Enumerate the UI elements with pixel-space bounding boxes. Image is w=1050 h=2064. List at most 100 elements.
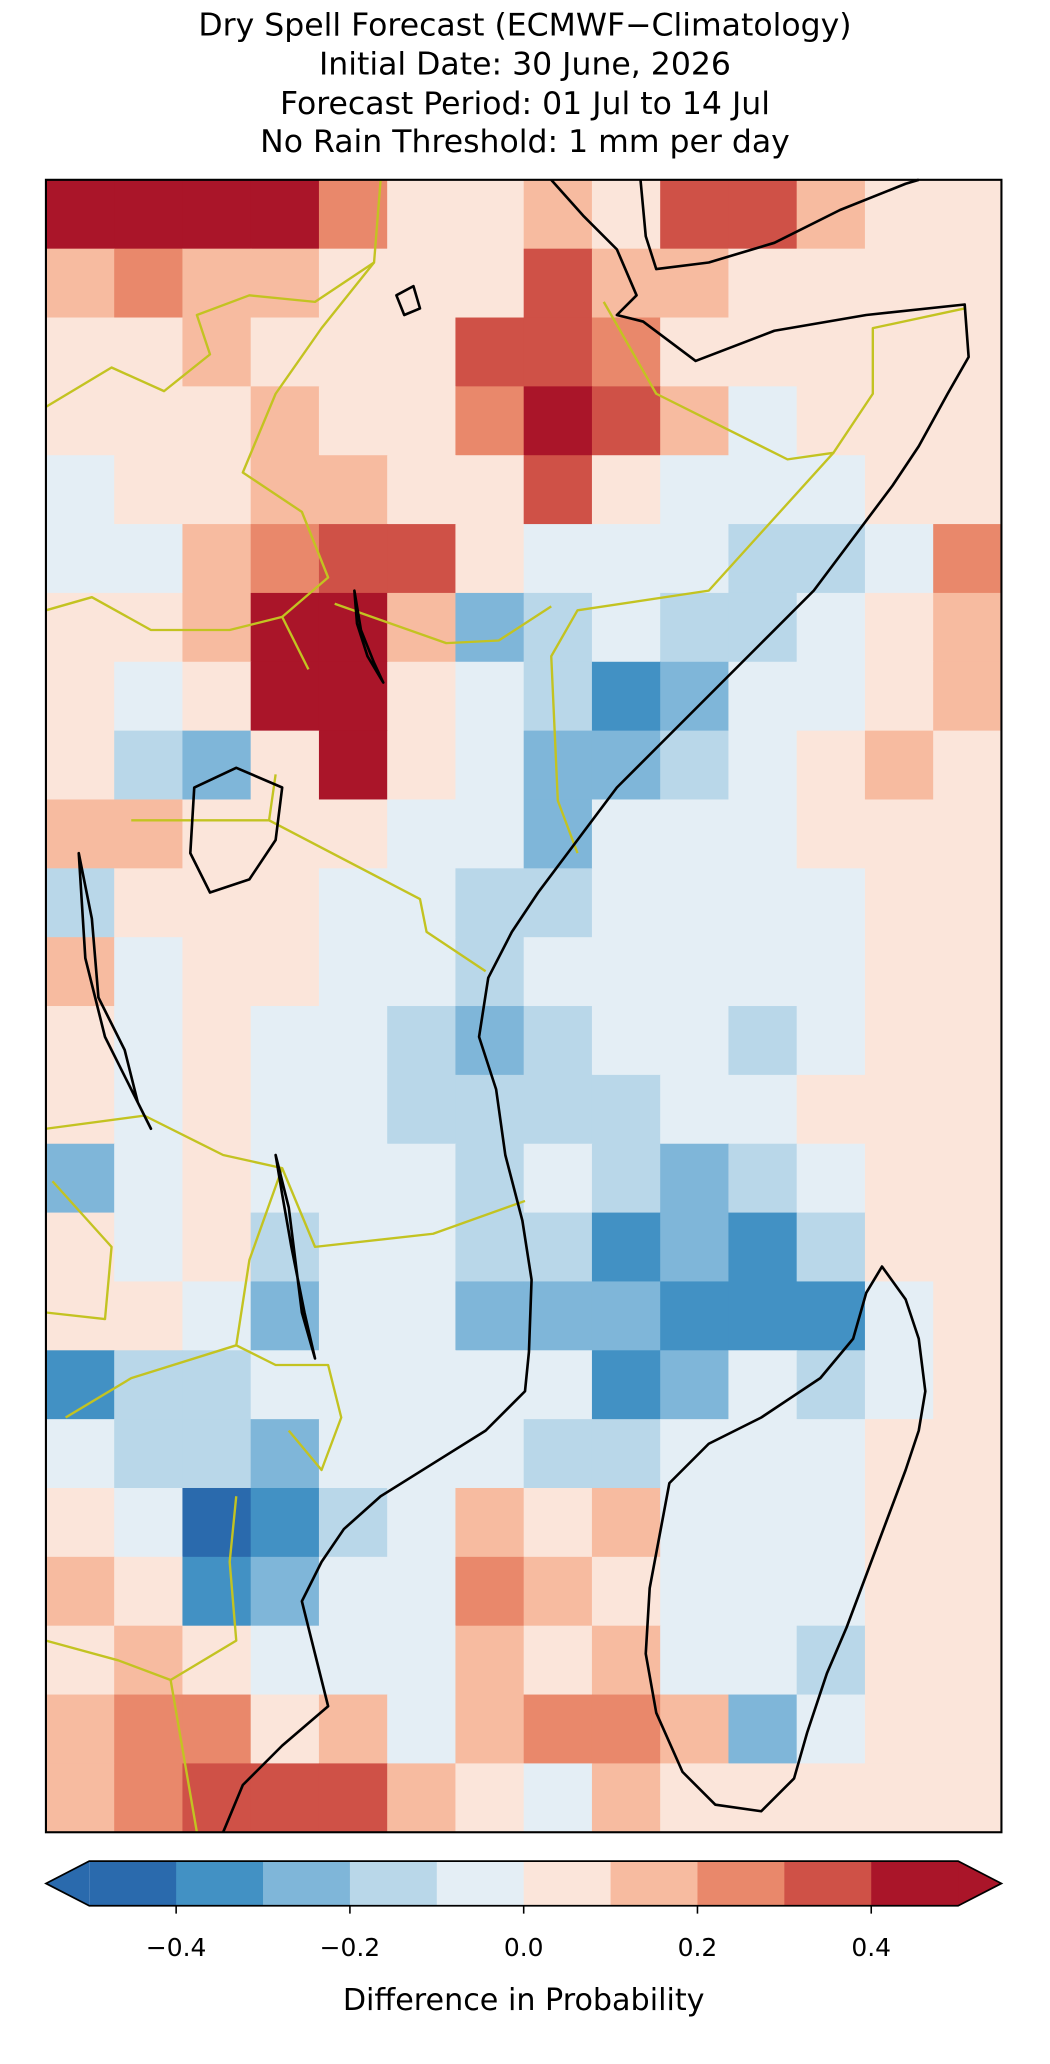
map-cell [796,1281,866,1351]
map-cell [523,661,593,732]
map-cell [45,1763,115,1833]
colorbar-box [263,1861,351,1906]
map-cell [864,1556,934,1627]
lake [353,589,385,684]
map-cell [523,1487,593,1558]
map-cell [318,524,388,594]
map-cell [114,1625,184,1696]
map-cell [591,317,661,388]
map-cell [864,179,934,250]
colorbar-extend [958,1861,1002,1906]
map-cell [455,524,525,594]
border [169,1679,199,1833]
map-cell [660,1419,730,1489]
map-cell [933,1006,1003,1076]
coastlines [77,178,970,1833]
lake [77,851,153,1131]
colorbar-tick-label: 0.4 [851,1933,891,1962]
border [550,452,835,854]
map-cell [387,248,457,319]
title-line: Dry Spell Forecast (ECMWF−Climatology) [198,7,851,43]
map-cell [864,1074,934,1145]
map-cell [45,1006,115,1076]
map-cell [182,386,252,456]
map-cell [728,868,798,938]
map-cell [728,1212,798,1283]
map-cell [796,799,866,869]
map-cell [728,1350,798,1420]
map-cell [182,455,252,525]
map-cell [318,937,388,1007]
border [235,1167,284,1346]
map-cell [318,730,388,801]
map-cell [728,592,798,663]
map-frame [44,178,1003,1834]
map-cell [591,1143,661,1214]
map-cell [523,248,593,319]
map-cell [591,799,661,869]
map-cell [728,524,798,594]
map-cell [933,868,1003,938]
colorbar-label: Difference in Probability [343,1983,705,2018]
title-line: Initial Date: 30 June, 2026 [319,47,731,83]
map-cell [660,1487,730,1558]
map-cell [796,317,866,388]
map-cell [250,1143,320,1214]
map-cell [933,1281,1003,1351]
map-cell [387,1212,457,1283]
map-cell [114,661,184,732]
map-cell [455,1625,525,1696]
map-cell [591,179,661,250]
map-cell [114,1143,184,1214]
map-cell [250,524,320,594]
map-cell [250,1006,320,1076]
map-cell [591,937,661,1007]
map-cell [45,248,115,319]
map-cell [660,386,730,456]
map-cell [728,1143,798,1214]
lake [395,284,422,317]
map-cell [523,1281,593,1351]
map-cell [796,1143,866,1214]
map-cell [387,1006,457,1076]
map-cell [318,317,388,388]
map-cell [933,1350,1003,1420]
map-cell [660,1763,730,1833]
map-cell [250,1694,320,1765]
map-cell [114,317,184,388]
colorbar-box [871,1861,959,1906]
map-cell [523,1694,593,1765]
map-cell [660,179,730,250]
map-cell [455,1143,525,1214]
map-cell [591,1694,661,1765]
map-cell [796,1006,866,1076]
coastline [644,1265,927,1813]
map-cell [523,1006,593,1076]
map-cell [318,1763,388,1833]
map-cell [933,386,1003,456]
map-cell [455,317,525,388]
map-cell [45,1556,115,1627]
map-cell [591,1006,661,1076]
map-cell [455,1281,525,1351]
map-cell [933,1419,1003,1489]
border [45,596,283,632]
colorbar-box [784,1861,872,1906]
map-cell [523,592,593,663]
map-cell [182,1625,252,1696]
map-cell [864,317,934,388]
map-cell [523,1556,593,1627]
map-cell [182,317,252,388]
map-cell [182,1763,252,1833]
colorbar-box [89,1861,177,1906]
map-cell [318,1006,388,1076]
map-cell [864,248,934,319]
map-cell [933,592,1003,663]
map-cell [114,1350,184,1420]
map-cell [455,1419,525,1489]
map-cell [933,1763,1003,1833]
map-cell [523,524,593,594]
map-cell [660,1281,730,1351]
map-cell [114,179,184,250]
